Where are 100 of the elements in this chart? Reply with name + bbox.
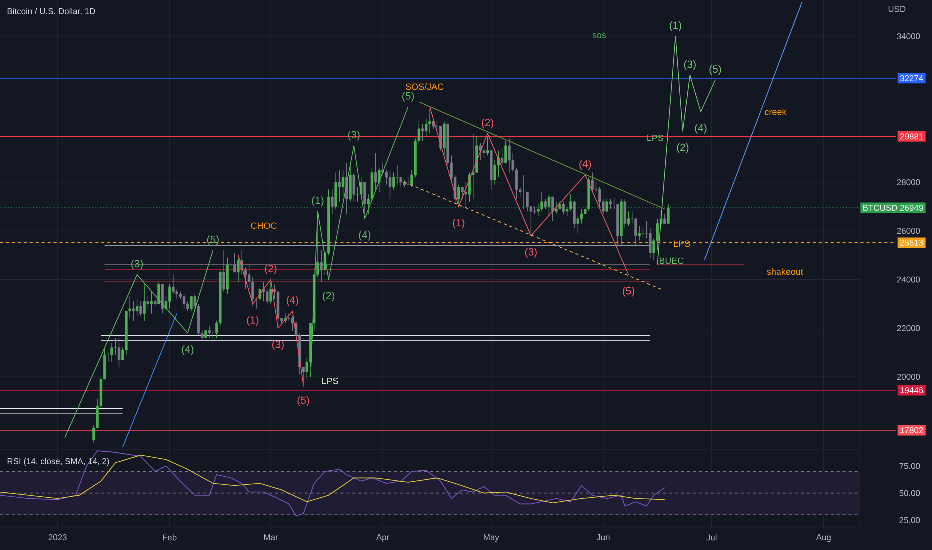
candlestick xyxy=(580,208,584,224)
candlestick xyxy=(458,184,460,205)
annotation: (2) xyxy=(265,264,277,275)
candlestick xyxy=(562,202,566,214)
y-tick-label: 24000 xyxy=(897,276,920,283)
candlestick xyxy=(508,138,511,174)
candlestick xyxy=(172,274,175,295)
candlestick xyxy=(494,160,496,186)
annotation: (5) xyxy=(207,236,219,246)
y-tick-label: 22000 xyxy=(897,325,920,332)
candlestick xyxy=(548,194,551,217)
candlestick xyxy=(158,282,160,304)
candlestick xyxy=(624,199,626,229)
annotation: (2) xyxy=(323,292,335,302)
annotation: (4) xyxy=(580,160,592,170)
annotation: CHOC xyxy=(251,222,277,230)
candlestick xyxy=(634,218,638,246)
ref-line-label: 32274 xyxy=(900,75,924,82)
ref-line-label: 19446 xyxy=(900,388,924,394)
candlestick xyxy=(552,196,554,222)
candlestick xyxy=(667,204,670,224)
candlestick xyxy=(168,284,172,310)
x-tick-label: May xyxy=(484,534,500,542)
candlestick xyxy=(252,276,254,307)
line-series xyxy=(0,455,666,504)
candlestick xyxy=(598,186,602,210)
candlestick xyxy=(146,296,150,310)
y-tick-label: 28000 xyxy=(897,179,920,186)
line-series xyxy=(430,106,630,276)
y-tick-label: 26000 xyxy=(897,228,920,234)
annotation: (5) xyxy=(710,65,722,76)
candlestick xyxy=(222,250,226,292)
candlestick xyxy=(110,342,114,363)
candlestick xyxy=(464,182,468,208)
annotation: (4) xyxy=(359,231,371,241)
annotation: (3) xyxy=(525,248,537,258)
candlestick xyxy=(234,252,236,273)
candlestick xyxy=(237,255,240,283)
candlestick xyxy=(591,172,594,193)
candlestick xyxy=(606,199,608,212)
annotation: (4) xyxy=(182,345,194,356)
candlestick xyxy=(182,294,186,310)
candlestick xyxy=(208,326,211,338)
annotation: (1) xyxy=(312,196,324,206)
candlestick xyxy=(504,140,508,164)
x-tick-label: Jul xyxy=(706,534,717,541)
x-tick-label: Feb xyxy=(163,534,177,541)
annotation: (1) xyxy=(247,316,259,326)
candlestick xyxy=(320,250,323,283)
y-tick-label: 25.00 xyxy=(900,517,920,524)
ref-line-label: 25513 xyxy=(900,240,924,246)
candlestick xyxy=(544,199,547,210)
candlestick xyxy=(396,165,399,186)
y-tick-label: 50.00 xyxy=(900,490,920,496)
annotation: (4) xyxy=(286,296,298,306)
candlestick xyxy=(500,148,504,166)
candlestick xyxy=(421,124,424,142)
candlestick xyxy=(136,298,139,317)
y-tick-label: 34000 xyxy=(897,33,920,40)
annotation: (5) xyxy=(298,396,310,406)
text: Bitcoin / U.S. Dollar, 1D xyxy=(8,8,96,16)
line-series xyxy=(310,106,409,378)
candlestick xyxy=(461,186,464,200)
annotation: (2) xyxy=(677,144,689,154)
candlestick xyxy=(270,282,272,304)
annotation: (3) xyxy=(684,60,696,70)
candlestick xyxy=(649,228,652,258)
annotation: (4) xyxy=(695,124,707,134)
ref-line-label: 17802 xyxy=(900,428,924,434)
x-tick-label: Jun xyxy=(596,534,610,540)
candlestick xyxy=(143,284,146,322)
annotation: BUEC xyxy=(660,258,684,264)
candlestick xyxy=(266,289,269,304)
candlestick xyxy=(576,216,580,234)
candlestick xyxy=(664,214,666,224)
candlestick xyxy=(378,167,381,193)
candlestick xyxy=(140,301,142,317)
candlestick xyxy=(479,143,482,161)
candlestick xyxy=(472,133,475,200)
candlestick xyxy=(638,226,641,242)
candlestick xyxy=(190,296,193,312)
annotation: (5) xyxy=(622,287,634,297)
candlestick xyxy=(642,228,645,239)
ref-line-label: BTCUSD 26949 xyxy=(864,205,924,211)
candlestick xyxy=(118,338,121,368)
candlestick xyxy=(573,202,576,229)
candlestick xyxy=(262,282,266,302)
candlestick xyxy=(486,136,490,156)
candlestick xyxy=(150,292,154,314)
annotation: sos xyxy=(592,34,606,38)
annotation: LPS xyxy=(322,378,338,384)
candlestick xyxy=(342,170,345,198)
annotation: (1) xyxy=(453,218,465,229)
annotation: creek xyxy=(765,108,787,116)
annotation: LPS xyxy=(674,240,690,248)
y-tick-label: 75.00 xyxy=(900,463,920,470)
candlestick xyxy=(570,194,572,212)
candlestick xyxy=(132,301,136,322)
annotation: shakeout xyxy=(767,268,804,276)
x-tick-label: Apr xyxy=(376,534,390,542)
